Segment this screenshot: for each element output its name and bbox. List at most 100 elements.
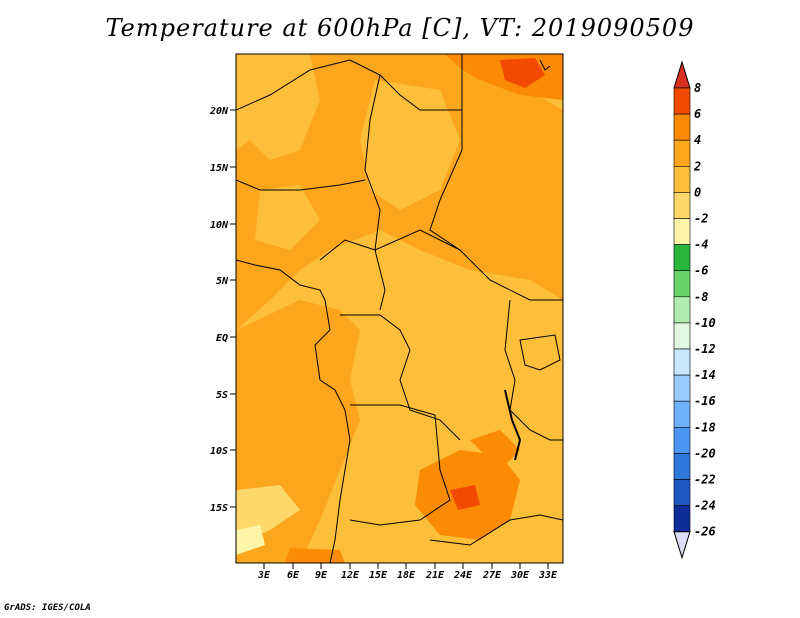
map-frame — [235, 53, 564, 564]
latitude-axis: 20N 15N 10N 5N EQ 5S 10S 15S — [209, 106, 236, 514]
lat-label-15s: 15S — [210, 503, 228, 514]
lon-label-21e: 21E — [425, 570, 445, 581]
colorbar-label: 8 — [694, 81, 701, 95]
lat-tick-5n: 5N — [216, 276, 236, 287]
lon-label-15e: 15E — [369, 570, 388, 581]
longitude-axis: 3E 6E 9E 12E 15E 18E 21E 24E 27E 30E 33E — [257, 563, 558, 581]
lat-label-eq: EQ — [216, 333, 228, 344]
lon-tick-21e: 21E — [425, 563, 445, 581]
colorbar-arrow-top — [673, 60, 691, 89]
colorbar-label: -18 — [694, 420, 716, 434]
colorbar-box — [673, 296, 691, 324]
lat-tick-20n: 20N — [209, 106, 236, 117]
coast-red-sea — [539, 59, 551, 71]
border-zambia-south — [429, 514, 563, 546]
colorbar-box — [673, 87, 691, 115]
lat-tick-5s: 5S — [216, 390, 236, 401]
lon-tick-33e: 33E — [538, 563, 558, 581]
zone-6-to-8-zambia — [450, 485, 480, 510]
lake-tanganyika — [504, 389, 522, 461]
colorbar-label: -16 — [694, 394, 716, 408]
lon-tick-30e: 30E — [510, 563, 530, 581]
lon-tick-9e: 9E — [315, 563, 328, 581]
border-car — [374, 229, 461, 251]
zone-0-to-2-chad — [360, 80, 460, 210]
political-borders — [236, 54, 563, 563]
colorbar-box — [673, 426, 691, 454]
colorbar-label: -26 — [694, 525, 716, 539]
colorbar-box — [673, 479, 691, 506]
colorbar-box — [673, 400, 691, 428]
border-sahel — [236, 59, 462, 111]
border-sudan — [429, 54, 563, 301]
lon-label-24e: 24E — [453, 570, 473, 581]
lat-label-5s: 5S — [216, 390, 228, 401]
grads-credit: GrADS: IGES/COLA — [4, 603, 91, 613]
colorbar-box — [673, 270, 691, 298]
colorbar-box — [673, 348, 691, 376]
border-chad-west — [364, 74, 386, 311]
lon-label-12e: 12E — [341, 570, 360, 581]
lon-tick-24e: 24E — [453, 563, 473, 581]
lon-label-27e: 27E — [482, 570, 502, 581]
colorbar-box — [673, 374, 691, 402]
lon-tick-6e: 6E — [287, 563, 300, 581]
lon-label-33e: 33E — [538, 570, 558, 581]
zone-0-to-2-nigeria — [255, 185, 320, 250]
colorbar-label: -4 — [694, 238, 708, 252]
colorbar-box — [673, 218, 691, 245]
lon-label-30e: 30E — [510, 570, 530, 581]
lon-tick-27e: 27E — [482, 563, 502, 581]
lat-label-20n: 20N — [209, 106, 229, 117]
border-niger-nigeria — [236, 179, 366, 191]
lat-tick-eq: EQ — [216, 333, 236, 344]
lat-tick-15n: 15N — [210, 163, 236, 174]
colorbar-label: -2 — [694, 212, 708, 226]
colorbar-label: 2 — [693, 159, 701, 173]
lon-label-6e: 6E — [287, 570, 300, 581]
lon-tick-3e: 3E — [257, 563, 271, 581]
lon-label-3e: 3E — [257, 570, 271, 581]
lat-tick-10n: 10N — [210, 220, 236, 231]
lat-tick-15s: 15S — [210, 503, 236, 514]
colorbar-box — [673, 244, 691, 272]
colorbar-label: 6 — [694, 107, 701, 121]
colorbar-label: 4 — [694, 133, 701, 147]
lat-label-10s: 10S — [210, 446, 228, 457]
zone-4-to-6-south — [285, 548, 345, 563]
border-cameroon — [319, 239, 376, 261]
lon-tick-12e: 12E — [341, 563, 360, 581]
colorbar-label: -24 — [694, 499, 716, 513]
zone-4-to-6-katanga — [470, 430, 520, 470]
zone-0-to-2-north — [236, 54, 320, 160]
colorbar-label: -14 — [694, 368, 716, 382]
colorbar-label: -20 — [694, 446, 716, 460]
coastline — [236, 259, 351, 563]
colorbar-box — [673, 166, 691, 193]
zone-6-to-8 — [500, 58, 545, 88]
map-title: Temperature at 600hPa [C], VT: 201909050… — [105, 14, 695, 42]
colorbar-label: -12 — [694, 342, 716, 356]
lon-label-18e: 18E — [397, 570, 416, 581]
colorbar-box — [673, 453, 691, 480]
colorbar-label: -6 — [694, 264, 708, 278]
colorbar-label: 0 — [694, 185, 701, 199]
colorbar-box — [673, 139, 691, 167]
temperature-field — [236, 54, 563, 563]
lake-victoria — [519, 334, 561, 371]
colorbar: 8 6 4 2 0 -2 -4 -6 -8 -10 -12 -14 -16 -18 -20 -22 -24 -26 — [673, 60, 716, 560]
lat-label-5n: 5N — [216, 276, 229, 287]
lat-tick-10s: 10S — [210, 446, 236, 457]
border-angola — [349, 404, 451, 526]
lon-tick-15e: 15E — [369, 563, 388, 581]
colorbar-label: -22 — [694, 473, 716, 487]
zone-minus4-to-minus2 — [236, 525, 265, 555]
colorbar-label: -10 — [694, 316, 716, 330]
zone-0-to-2-congo — [395, 280, 500, 410]
colorbar-box — [673, 192, 691, 219]
colorbar-label: -8 — [694, 290, 708, 304]
colorbar-arrow-bottom — [673, 531, 691, 560]
lat-label-15n: 15N — [210, 163, 229, 174]
lon-label-9e: 9E — [315, 570, 328, 581]
